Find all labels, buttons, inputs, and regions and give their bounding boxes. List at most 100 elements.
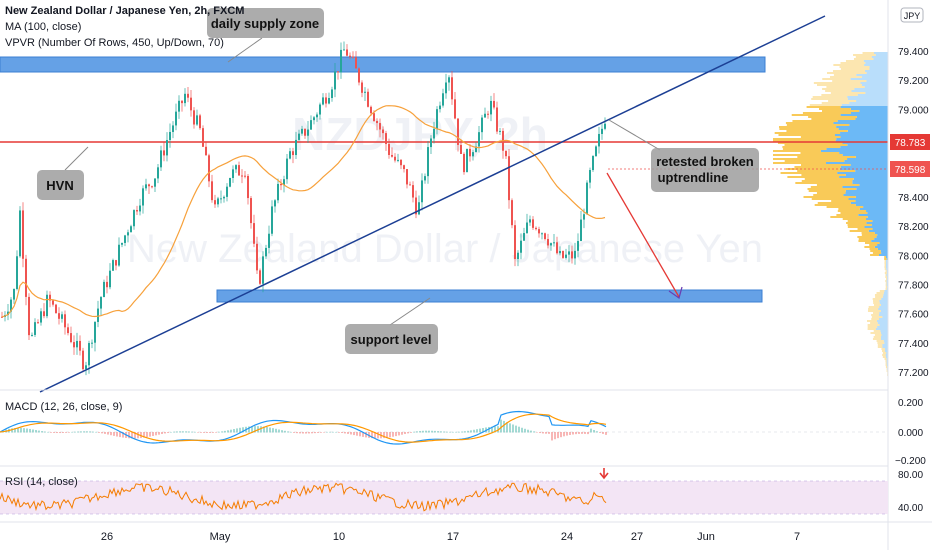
ma-indicator-label[interactable]: MA (100, close)	[5, 21, 81, 33]
watermark-name: New Zealand Dollar / Japanese Yen	[127, 227, 763, 271]
macd-hist-bar	[305, 432, 307, 434]
vp-bar-down	[846, 222, 867, 224]
macd-hist-bar	[302, 432, 304, 434]
vp-bar-down	[857, 236, 877, 238]
candle-body	[208, 155, 210, 182]
vp-bar-down	[821, 94, 858, 96]
macd-hist-bar	[458, 431, 460, 433]
vp-bar-down	[867, 310, 881, 312]
daily-supply-zone[interactable]	[0, 56, 766, 73]
macd-hist-bar	[173, 431, 175, 433]
vp-bar-up	[836, 138, 888, 140]
vp-bar-down	[822, 88, 855, 90]
vp-bar-up	[875, 328, 888, 330]
vp-bar-up	[872, 228, 888, 230]
vp-bar-up	[868, 230, 888, 232]
rsi-tick-1: 40.00	[898, 503, 923, 514]
vp-bar-down	[837, 210, 867, 212]
callout-support[interactable]: support level	[345, 297, 438, 354]
support-zone[interactable]	[216, 289, 763, 303]
callout-hvn[interactable]: HVN	[37, 146, 89, 200]
macd-hist-bar	[401, 432, 403, 435]
vp-bar-up	[879, 312, 888, 314]
candle-body	[256, 243, 258, 271]
vp-bar-down	[847, 220, 873, 222]
macd-hist-bar	[545, 432, 547, 434]
vpvr-indicator-label[interactable]: VPVR (Number Of Rows, 450, Up/Down, 70)	[5, 37, 224, 49]
vp-bar-up	[855, 196, 888, 198]
vp-bar-down	[773, 158, 848, 160]
vp-bar-up	[840, 136, 888, 138]
macd-hist-bar	[122, 432, 124, 438]
vp-bar-up	[855, 170, 888, 172]
macd-hist-bar	[488, 426, 490, 433]
macd-hist-bar	[50, 432, 52, 433]
macd-hist-bar	[62, 432, 64, 433]
vp-bar-down	[884, 272, 887, 274]
macd-hist-bar	[470, 430, 472, 433]
vp-bar-up	[866, 222, 888, 224]
candle-body	[346, 49, 348, 56]
vp-bar-down	[795, 182, 853, 184]
price-tick: 79.400	[898, 47, 929, 58]
vp-bar-up	[882, 346, 888, 348]
vp-bar-down	[867, 328, 876, 330]
vp-bar-up	[840, 132, 888, 134]
callout-retest[interactable]: retested broken uptrendline	[608, 119, 759, 192]
candle-body	[562, 251, 564, 258]
vp-bar-down	[855, 56, 872, 58]
candle-body	[46, 294, 48, 317]
price-tick: 77.400	[898, 339, 929, 350]
vp-bar-up	[881, 252, 888, 254]
vp-bar-down	[800, 152, 840, 154]
candle-body	[112, 260, 114, 271]
macd-hist-bar	[446, 431, 448, 433]
candle-body	[247, 175, 249, 199]
macd-hist-bar	[413, 431, 415, 433]
macd-hist-bar	[209, 432, 211, 433]
vp-bar-up	[851, 90, 888, 92]
vp-bar-down	[817, 202, 851, 204]
vp-bar-down	[885, 366, 888, 368]
candle-body	[403, 165, 405, 170]
candle-body	[394, 156, 396, 161]
candle-body	[274, 200, 276, 207]
vp-bar-down	[867, 320, 878, 322]
macd-hist-bar	[68, 432, 70, 433]
vp-bar-down	[811, 198, 849, 200]
vp-bar-up	[864, 64, 888, 66]
candle-body	[1, 316, 3, 318]
vp-bar-down	[830, 92, 866, 94]
macd-hist-bar	[113, 432, 115, 436]
rsi-down-arrow[interactable]	[599, 468, 609, 480]
macd-hist-bar	[437, 431, 439, 433]
macd-hist-bar	[200, 432, 202, 433]
vp-bar-down	[811, 98, 848, 100]
last-price-text: 78.598	[895, 165, 926, 176]
price-axis[interactable]: 79.400 79.200 79.000 78.400 78.200 78.000 77.8…	[898, 47, 929, 379]
candle-body	[64, 314, 66, 328]
candle-body	[49, 294, 51, 301]
vp-bar-up	[879, 300, 888, 302]
ma-100-line	[1, 105, 606, 318]
candle-body	[136, 210, 138, 212]
vp-bar-down	[862, 52, 874, 54]
macd-indicator-label[interactable]: MACD (12, 26, close, 9)	[5, 401, 122, 413]
vp-bar-up	[842, 142, 888, 144]
vp-bar-down	[876, 340, 884, 342]
vp-bar-up	[873, 52, 888, 54]
currency-badge[interactable]: JPY	[900, 7, 924, 23]
candle-body	[88, 343, 90, 366]
uptrend-line[interactable]	[39, 15, 826, 393]
vp-bar-down	[877, 342, 885, 344]
callout-supply-zone[interactable]: daily supply zone	[207, 8, 324, 63]
vp-bar-up	[877, 320, 888, 322]
macd-hist-bar	[131, 432, 133, 439]
rsi-indicator-label[interactable]: RSI (14, close)	[5, 476, 78, 488]
candle-body	[472, 152, 474, 157]
vp-bar-up	[866, 218, 888, 220]
projection-arrow[interactable]	[606, 172, 680, 298]
macd-hist-bar	[296, 432, 298, 434]
macd-hist-bar	[599, 432, 601, 433]
candle-body	[127, 232, 129, 236]
